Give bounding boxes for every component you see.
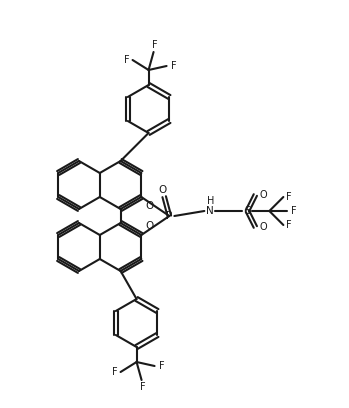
Text: O: O — [146, 201, 154, 211]
Text: F: F — [290, 206, 296, 216]
Text: F: F — [285, 192, 291, 202]
Text: O: O — [158, 185, 166, 195]
Text: O: O — [260, 190, 267, 200]
Text: F: F — [124, 55, 129, 65]
Text: F: F — [171, 61, 176, 71]
Text: P: P — [166, 211, 172, 221]
Text: S: S — [244, 206, 251, 216]
Text: O: O — [146, 222, 154, 231]
Text: F: F — [112, 367, 117, 377]
Text: F: F — [159, 361, 164, 371]
Text: F: F — [152, 40, 157, 50]
Text: F: F — [140, 382, 146, 392]
Text: H: H — [207, 196, 214, 206]
Text: F: F — [285, 220, 291, 230]
Text: O: O — [260, 222, 267, 232]
Text: N: N — [207, 206, 214, 216]
